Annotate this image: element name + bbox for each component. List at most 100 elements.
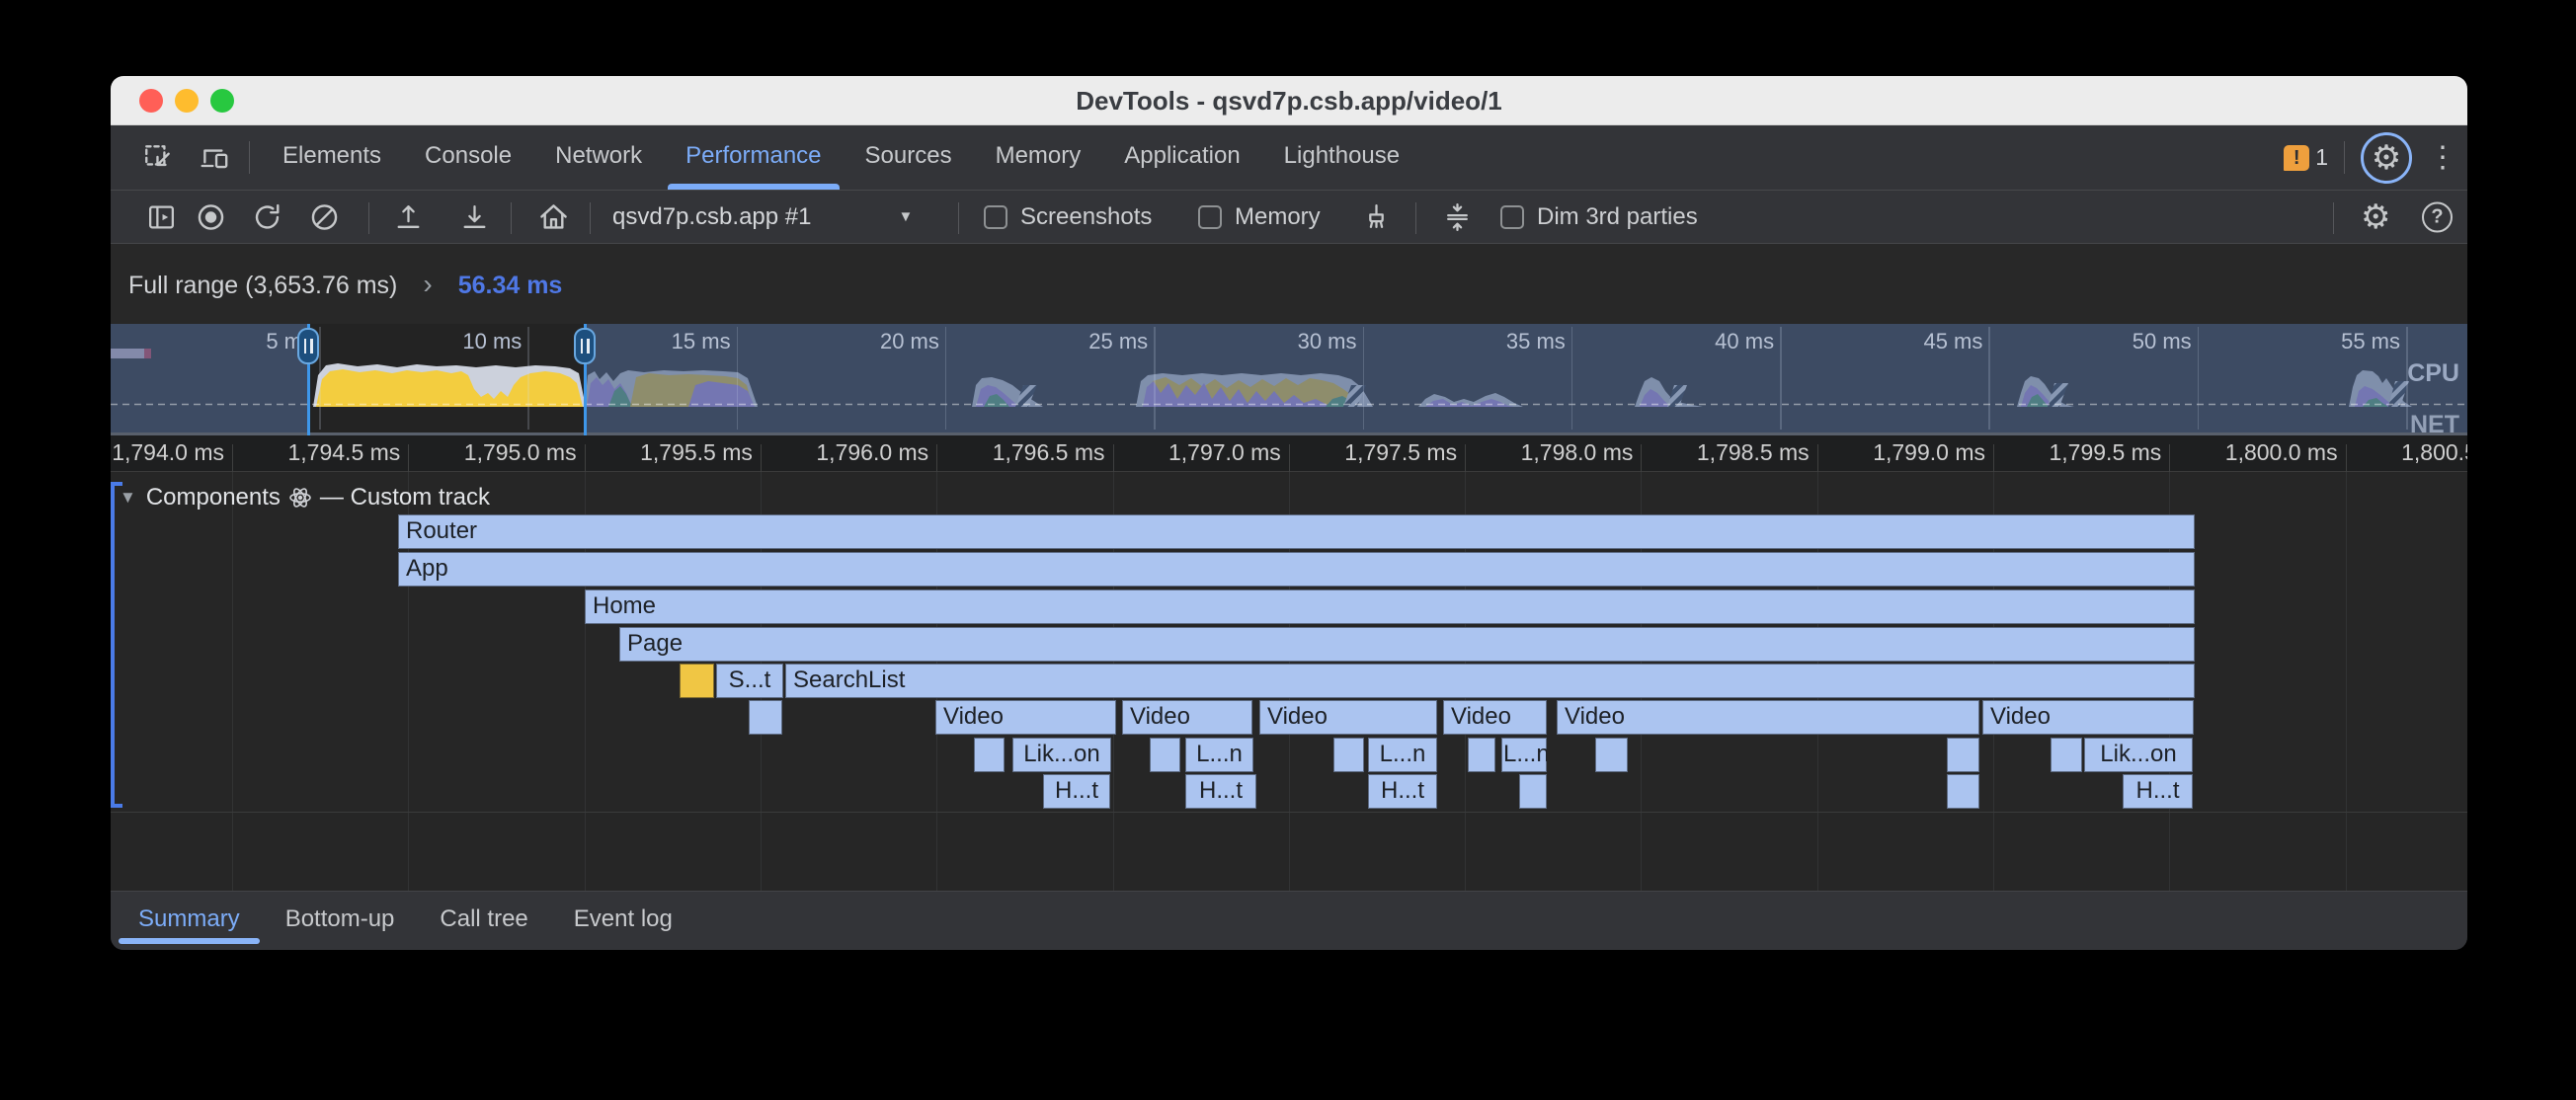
overview-tick (944, 327, 947, 430)
flame-bar-home[interactable]: Home (585, 589, 2195, 624)
record-icon[interactable] (195, 200, 227, 233)
flame-bar-ln[interactable]: L...n (1368, 738, 1437, 772)
more-options-icon[interactable]: ⋮ (2428, 141, 2457, 174)
flame-bar-app[interactable]: App (398, 552, 2195, 587)
flame-bar-router[interactable]: Router (398, 514, 2195, 549)
close-window-button[interactable] (139, 89, 163, 113)
flame-bar[interactable] (1947, 738, 1979, 772)
overview-tick-label: 25 ms (1088, 329, 1149, 354)
overview-tick-label: 20 ms (879, 329, 939, 354)
target-selector[interactable]: qsvd7p.csb.app #1 ▼ (612, 202, 914, 230)
toggle-sidebar-icon[interactable] (146, 201, 177, 232)
flame-bar[interactable] (1519, 774, 1547, 809)
load-profile-icon[interactable] (393, 201, 424, 232)
track-name: Components (145, 484, 281, 511)
flame-bar[interactable] (1150, 738, 1180, 772)
bottom-tab-event-log[interactable]: Event log (573, 905, 673, 932)
selection-handle-line-left[interactable] (306, 324, 310, 435)
breadcrumb-full-range[interactable]: Full range (3,653.76 ms) (128, 272, 398, 299)
flame-bar[interactable] (749, 700, 782, 735)
track-focus-bracket (111, 482, 115, 808)
flame-bar-page[interactable]: Page (619, 627, 2195, 662)
tab-network[interactable]: Network (555, 142, 643, 169)
net-lane-label: NET (2410, 411, 2459, 438)
inspect-element-icon[interactable] (142, 142, 174, 179)
minimize-window-button[interactable] (175, 89, 199, 113)
flame-bar[interactable] (1595, 738, 1628, 772)
devtools-window: DevTools - qsvd7p.csb.app/video/1 Elemen… (111, 76, 2467, 950)
overview-tick (319, 327, 321, 430)
flame-bar-searchlist[interactable]: SearchList (785, 664, 2195, 698)
flame-chart[interactable]: ▼ Components — Custom track Router App Hom… (111, 472, 2467, 891)
flame-bar[interactable] (2051, 738, 2082, 772)
maximize-window-button[interactable] (210, 89, 234, 113)
selection-handle-left[interactable] (297, 328, 319, 364)
flame-bar[interactable] (1468, 738, 1495, 772)
screenshots-checkbox[interactable]: Screenshots (984, 203, 1152, 231)
flame-bar-ln[interactable]: L...n (1501, 738, 1547, 772)
clear-icon[interactable] (308, 200, 341, 233)
memory-checkbox[interactable]: Memory (1198, 203, 1321, 231)
flame-bar[interactable] (974, 738, 1005, 772)
panel-settings-gear-icon[interactable]: ⚙ (2361, 197, 2391, 236)
details-tab-bar: Summary Bottom-up Call tree Event log (111, 891, 2467, 950)
flame-bar-video[interactable]: Video (1982, 700, 2194, 735)
help-icon[interactable]: ? (2422, 201, 2453, 232)
dim-3rd-parties-checkbox[interactable]: Dim 3rd parties (1500, 203, 1698, 231)
tab-lighthouse[interactable]: Lighthouse (1283, 142, 1401, 169)
flame-bar-video[interactable]: Video (1557, 700, 1979, 735)
flame-bar-ht[interactable]: H...t (1043, 774, 1110, 809)
save-profile-icon[interactable] (459, 201, 490, 232)
tab-elements[interactable]: Elements (282, 142, 382, 169)
flame-bar-video[interactable]: Video (1259, 700, 1437, 735)
overview-tick-label: 30 ms (1297, 329, 1357, 354)
flame-bar-ht[interactable]: H...t (2123, 774, 2193, 809)
settings-gear-icon[interactable]: ⚙ (2361, 131, 2412, 184)
flame-bar[interactable] (1947, 774, 1979, 809)
divider (2333, 202, 2334, 234)
ruler-label: 1,797.5 ms (1344, 439, 1458, 465)
flame-bar-ht[interactable]: H...t (1185, 774, 1256, 809)
flame-bar-ht[interactable]: H...t (1368, 774, 1437, 809)
tab-memory[interactable]: Memory (995, 142, 1082, 169)
ruler-label: 1,796.0 ms (816, 439, 929, 465)
flame-bar-likon[interactable]: Lik...on (1012, 738, 1111, 772)
timeline-overview[interactable]: 5 ms 10 ms 15 ms 20 ms 25 ms 30 ms 35 ms 40 ms 4… (111, 324, 2467, 438)
flame-bottom-line (111, 812, 2467, 813)
selection-handle-line-right[interactable] (583, 324, 587, 435)
track-header-components[interactable]: ▼ Components — Custom track (120, 484, 490, 511)
breadcrumb-selection[interactable]: 56.34 ms (457, 272, 563, 299)
flame-bar-st[interactable]: S...t (716, 664, 783, 698)
collapse-panels-icon[interactable] (1442, 201, 1473, 232)
flame-bar-video[interactable]: Video (1443, 700, 1547, 735)
tab-performance[interactable]: Performance (664, 125, 843, 190)
overview-tick (1570, 327, 1573, 430)
ruler-tick (1641, 444, 1643, 472)
window-title: DevTools - qsvd7p.csb.app/video/1 (1076, 86, 1502, 116)
tab-application[interactable]: Application (1124, 142, 1241, 169)
ruler-label: 1,797.0 ms (1168, 439, 1281, 465)
issues-badge[interactable]: ! 1 (2284, 144, 2328, 171)
flame-bar-likon[interactable]: Lik...on (2084, 738, 2193, 772)
home-icon[interactable] (537, 200, 570, 233)
flame-bar[interactable] (1333, 738, 1364, 772)
expander-triangle-icon[interactable]: ▼ (120, 488, 136, 507)
overview-tick (1362, 327, 1364, 430)
flame-bar-video[interactable]: Video (1122, 700, 1252, 735)
flame-bar[interactable] (680, 664, 714, 698)
overview-tick-label: 40 ms (1715, 329, 1775, 354)
bottom-tab-summary[interactable]: Summary (116, 892, 263, 950)
tab-sources[interactable]: Sources (864, 142, 952, 169)
selection-handle-right[interactable] (574, 328, 596, 364)
bottom-tab-call-tree[interactable]: Call tree (440, 905, 528, 932)
bottom-tab-bottom-up[interactable]: Bottom-up (284, 905, 395, 932)
collect-garbage-icon[interactable] (1361, 201, 1392, 232)
reload-and-record-icon[interactable] (251, 200, 283, 233)
devtools-tab-row: Elements Console Network Performance Sources… (111, 125, 2467, 190)
device-toolbar-icon[interactable] (200, 142, 231, 179)
tab-console[interactable]: Console (425, 142, 513, 169)
divider (1415, 202, 1416, 234)
flame-bar-ln[interactable]: L...n (1185, 738, 1253, 772)
flame-bar-video[interactable]: Video (935, 700, 1116, 735)
overview-tick (1154, 327, 1156, 430)
